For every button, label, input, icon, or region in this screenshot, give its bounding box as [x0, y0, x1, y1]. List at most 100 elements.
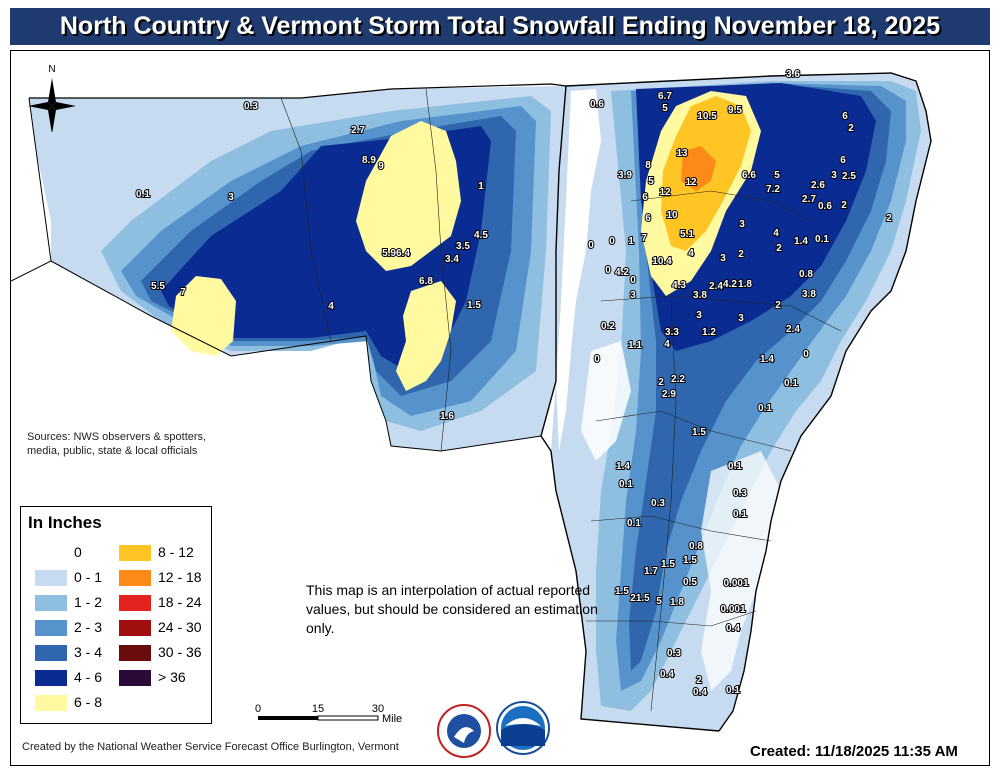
- snowfall-observation-label: 5.1: [680, 229, 694, 240]
- snowfall-observation-label: 2.4: [709, 281, 723, 292]
- legend-item: 24 - 30: [119, 618, 209, 638]
- sources-text: Sources: NWS observers & spotters, media…: [27, 430, 206, 458]
- legend-swatch: [35, 670, 67, 686]
- snowfall-observation-label: 0.001: [723, 578, 748, 589]
- snowfall-observation-label: 3: [720, 253, 726, 264]
- snowfall-observation-label: 2: [886, 213, 892, 224]
- sources-line-1: Sources: NWS observers & spotters,: [27, 431, 207, 443]
- snowfall-observation-label: 3: [228, 192, 234, 203]
- snowfall-observation-label: 3: [831, 170, 837, 181]
- snowfall-map: 0.3 2.7 8.99 0.1 3 1 4.5 3.5 5.96.4 3.4 6.8 5.5 7 4 1.…: [11, 51, 989, 732]
- legend-label: 6 - 8: [74, 694, 103, 710]
- legend-label: 1 - 2: [74, 594, 103, 610]
- snowfall-observation-label: 4.5: [474, 230, 488, 241]
- legend-label: 18 - 24: [158, 594, 202, 610]
- snowfall-observation-label: 1.5: [467, 300, 481, 311]
- scale-tick-15: 15: [312, 703, 324, 715]
- snowfall-observation-label: 0.3: [667, 648, 681, 659]
- legend-label: 2 - 3: [74, 619, 103, 635]
- snowfall-observation-label: 5: [656, 596, 662, 607]
- snowfall-observation-label: 0.4: [693, 687, 707, 698]
- legend-label: 3 - 4: [74, 644, 103, 660]
- snowfall-observation-label: 9: [378, 161, 384, 172]
- legend-label: 0 - 1: [74, 569, 103, 585]
- snowfall-observation-label: 2.7: [351, 125, 365, 136]
- snowfall-observation-label: 1: [628, 236, 634, 247]
- snowfall-observation-label: 6: [840, 155, 846, 166]
- snowfall-observation-label: 6: [642, 192, 648, 203]
- snowfall-observation-label: 2: [841, 200, 847, 211]
- legend-swatch: [35, 620, 67, 636]
- snowfall-observation-label: 0.1: [733, 509, 747, 520]
- snowfall-observation-label: 7: [641, 233, 647, 244]
- legend-swatch: [35, 570, 67, 586]
- map-frame: 0.3 2.7 8.9 9 0.1 3 1 4.5 3.5 5.96.4 3.4 6.8 5.5 7 4 1.…: [10, 50, 990, 766]
- legend-label: 12 - 18: [158, 569, 202, 585]
- snowfall-observation-label: 1.5: [683, 555, 697, 566]
- legend-label: 0: [74, 544, 82, 560]
- legend-item: 4 - 6: [35, 668, 125, 688]
- scale-unit: Miles: [382, 713, 402, 725]
- snowfall-observation-label: 7: [180, 287, 186, 298]
- snowfall-observation-label: 0.2: [601, 321, 615, 332]
- snowfall-observation-label: 13: [676, 148, 688, 159]
- snowfall-observation-label: 3: [739, 219, 745, 230]
- legend-label: 24 - 30: [158, 619, 202, 635]
- snowfall-observation-label: 10.5: [697, 111, 717, 122]
- sources-line-2: media, public, state & local officials: [27, 445, 198, 457]
- snowfall-observation-label: 0: [605, 265, 611, 276]
- legend-swatch: [35, 545, 67, 561]
- interpolation-note: This map is an interpolation of actual r…: [306, 582, 598, 636]
- snowfall-observation-label: 3.3: [665, 327, 679, 338]
- snowfall-observation-label: 3: [738, 313, 744, 324]
- snowfall-observation-label: 1.4: [616, 461, 630, 472]
- nws-logo: [436, 703, 492, 759]
- snowfall-observation-label: 4: [688, 248, 694, 259]
- snowfall-observation-label: 6.7: [658, 91, 672, 102]
- snowfall-observation-label: 0.4: [660, 669, 674, 680]
- legend-swatch: [119, 645, 151, 661]
- snowfall-observation-label: 12: [659, 187, 671, 198]
- snowfall-observation-label: 12: [685, 177, 697, 188]
- snowfall-observation-label: 6.8: [419, 276, 433, 287]
- snowfall-observation-label: 10.4: [652, 256, 672, 267]
- snowfall-observation-label: 0: [803, 349, 809, 360]
- snowfall-observation-label: 0.1: [728, 461, 742, 472]
- snowfall-observation-label: 0.001: [720, 604, 745, 615]
- snowfall-observation-label: 0.6: [590, 99, 604, 110]
- legend-swatch: [119, 595, 151, 611]
- snowfall-observation-label: 1.1: [628, 340, 642, 351]
- legend-item: 12 - 18: [119, 568, 209, 588]
- snowfall-observation-label: 4: [773, 228, 779, 239]
- ny-state-boundary: [29, 83, 567, 99]
- snowfall-observation-label: 0.1: [726, 685, 740, 696]
- legend-item: 0: [35, 543, 125, 563]
- snowfall-observation-label: 3.6: [786, 69, 800, 80]
- snowfall-observation-label: 4.3: [672, 280, 686, 291]
- snowfall-observation-label: 0.4: [726, 623, 740, 634]
- snowfall-observation-label: 3: [630, 290, 636, 301]
- snowfall-observation-label: 1.4: [794, 236, 808, 247]
- snowfall-observation-label: 9.5: [728, 105, 742, 116]
- footer-credit: Created by the National Weather Service …: [22, 741, 399, 753]
- snowfall-observation-label: 4: [328, 301, 334, 312]
- snowfall-observation-label: 2: [775, 300, 781, 311]
- snowfall-observation-label: 1.5: [692, 427, 706, 438]
- snowfall-observation-label: 4.2: [615, 267, 629, 278]
- snowfall-observation-label: 1.6: [440, 411, 454, 422]
- snowfall-observation-label: 1.2: [702, 327, 716, 338]
- snowfall-observation-label: 2: [848, 123, 854, 134]
- legend-swatch: [35, 695, 67, 711]
- snowfall-observation-label: 0.8: [799, 269, 813, 280]
- snowfall-observation-label: 10: [666, 210, 678, 221]
- legend-item: 1 - 2: [35, 593, 125, 613]
- snowfall-observation-label: 1.8: [670, 597, 684, 608]
- snowfall-observation-label: 5.5: [151, 281, 165, 292]
- snowfall-observation-label: 1.5: [615, 586, 629, 597]
- legend-item: 8 - 12: [119, 543, 209, 563]
- legend-swatch: [119, 620, 151, 636]
- snowfall-observation-label: 2.9: [662, 389, 676, 400]
- legend-label: 8 - 12: [158, 544, 194, 560]
- snowfall-observation-label: 5: [774, 170, 780, 181]
- snowfall-observation-label: 0: [609, 236, 615, 247]
